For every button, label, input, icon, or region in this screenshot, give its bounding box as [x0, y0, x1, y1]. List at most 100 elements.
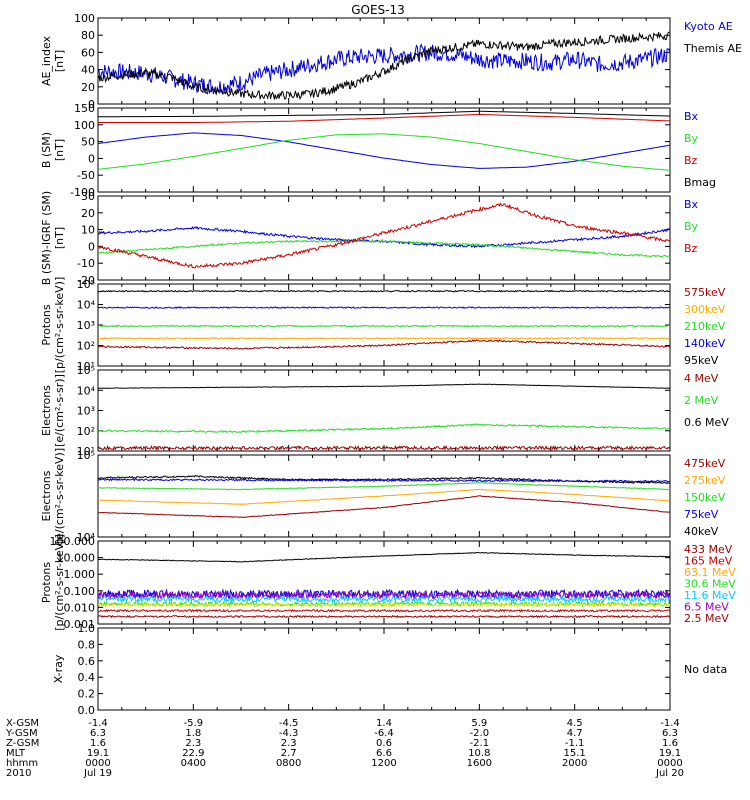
- ephemeris-row-label: Y-GSM: [5, 728, 38, 739]
- legend-label: 0.6 MeV: [684, 416, 729, 429]
- ephemeris-row-label: X-GSM: [6, 718, 39, 729]
- legend-label: By: [684, 132, 699, 145]
- ephemeris-value: 5.9: [471, 718, 487, 729]
- ephemeris-value: 0400: [181, 758, 206, 769]
- legend-label: 300keV: [684, 303, 726, 316]
- y-tick-label: 10¹: [77, 360, 95, 373]
- legend-label: 165 MeV: [684, 555, 733, 568]
- series-line: [98, 602, 670, 608]
- ephemeris-value: -1.1: [565, 738, 585, 749]
- ephemeris-value: 1.6: [90, 738, 106, 749]
- ephemeris-value: -4.5: [279, 718, 299, 729]
- legend-label: 40keV: [684, 525, 719, 538]
- panel-4: 10¹ 10² 10³ 10⁴ 10⁵ Electrons [e/(cm²-s-sr)] 4 …: [40, 364, 729, 458]
- series-line: [98, 110, 670, 118]
- y-tick-label: 0.010: [64, 601, 96, 614]
- ephemeris-value: 1.4: [376, 718, 392, 729]
- y-tick-label: 10³: [77, 405, 95, 418]
- series-line: [98, 589, 670, 601]
- series-line: [98, 336, 670, 340]
- y-axis-label: [nT]: [53, 227, 66, 249]
- y-tick-label: 10⁴: [77, 531, 96, 544]
- legend-label: 95keV: [684, 354, 719, 367]
- series-line: [98, 495, 670, 518]
- y-axis-label: Protons: [40, 562, 53, 603]
- y-axis-label: [nT]: [53, 50, 66, 72]
- series-line: [98, 594, 670, 604]
- panel-5: 10⁴ 10⁵ Electrons [e/(cm²-s-sr-keV)] 475keV 2…: [40, 448, 726, 544]
- legend-label: Bx: [684, 110, 699, 123]
- legend-label: 433 MeV: [684, 543, 733, 556]
- y-tick-label: -10: [77, 257, 95, 270]
- series-line: [98, 324, 670, 328]
- legend-label: 11.6 MeV: [684, 589, 736, 602]
- y-tick-label: 0: [88, 240, 95, 253]
- y-axis-label: [e/(cm²-s-sr-keV)]: [53, 448, 66, 544]
- ephemeris-row-label: Z-GSM: [6, 738, 39, 749]
- y-tick-label: 10: [81, 224, 95, 237]
- y-axis-label: AE_index: [40, 35, 53, 86]
- y-axis-label: [e/(cm²-s-sr)]: [53, 374, 66, 447]
- panel-frame: [97, 107, 671, 193]
- ephemeris-value: 6.3: [90, 728, 106, 739]
- y-tick-label: 10³: [77, 319, 95, 332]
- legend-label: No data: [684, 663, 727, 676]
- series-line: [98, 423, 670, 434]
- y-tick-label: 150: [74, 102, 95, 115]
- y-tick-label: 10⁵: [77, 449, 95, 462]
- legend-label: Bx: [684, 198, 699, 211]
- ephemeris-value: 1.6: [662, 738, 678, 749]
- series-line: [98, 31, 670, 101]
- series-line: [98, 482, 670, 491]
- series-line: [98, 477, 670, 483]
- ephemeris-value: 1.8: [185, 728, 201, 739]
- legend-label: Themis AE: [683, 42, 742, 55]
- ephemeris-row-label: MLT: [6, 748, 26, 759]
- y-tick-label: 0.8: [78, 638, 96, 651]
- ephemeris-row-label: hhmm: [6, 758, 38, 769]
- ephemeris-value: 2000: [562, 758, 587, 769]
- legend-label: Bz: [684, 242, 698, 255]
- series-line: [98, 43, 670, 96]
- figure-title: GOES-13: [351, 3, 405, 17]
- y-tick-label: 50: [81, 136, 95, 149]
- series-line: [98, 289, 670, 293]
- y-tick-label: 1.0: [78, 622, 96, 635]
- y-tick-label: 20: [81, 207, 95, 220]
- y-tick-label: -50: [77, 169, 95, 182]
- y-tick-label: 10⁴: [77, 384, 96, 397]
- y-tick-label: 0: [88, 98, 95, 111]
- ephemeris-value: 1600: [467, 758, 492, 769]
- ephemeris-value: 0000: [85, 758, 110, 769]
- ephemeris-value: Jul 19: [83, 768, 112, 779]
- y-tick-label: -100: [70, 186, 95, 199]
- series-line: [98, 133, 670, 171]
- ephemeris-value: 2.3: [281, 738, 297, 749]
- legend-label: 2.5 MeV: [684, 612, 729, 625]
- series-line: [98, 488, 670, 506]
- y-tick-label: 10²: [77, 425, 95, 438]
- y-axis-label: X-ray: [52, 654, 65, 683]
- series-line: [98, 339, 670, 350]
- legend-label: 6.5 MeV: [684, 601, 729, 614]
- y-tick-label: 100: [74, 119, 95, 132]
- ephemeris-value: 2.3: [185, 738, 201, 749]
- y-tick-label: 100.000: [50, 535, 96, 548]
- series-line: [98, 202, 670, 269]
- y-tick-label: 10⁵: [77, 278, 95, 291]
- ephemeris-value: 0000: [657, 758, 682, 769]
- y-tick-label: 20: [81, 81, 95, 94]
- y-tick-label: 100: [74, 12, 95, 25]
- panel-7: 0.0 0.2 0.4 0.6 0.8 1.0 X-ray No data: [52, 622, 727, 717]
- ephemeris-value: -2.0: [470, 728, 490, 739]
- ephemeris-value: 22.9: [182, 748, 204, 759]
- legend-label: By: [684, 220, 699, 233]
- y-tick-label: 10.000: [57, 552, 96, 565]
- y-tick-label: 0: [88, 152, 95, 165]
- y-tick-label: 0.001: [64, 618, 96, 631]
- legend-label: 30.6 MeV: [684, 578, 736, 591]
- ephemeris-value: -5.9: [184, 718, 204, 729]
- series-line: [98, 306, 670, 309]
- series-line: [98, 444, 670, 451]
